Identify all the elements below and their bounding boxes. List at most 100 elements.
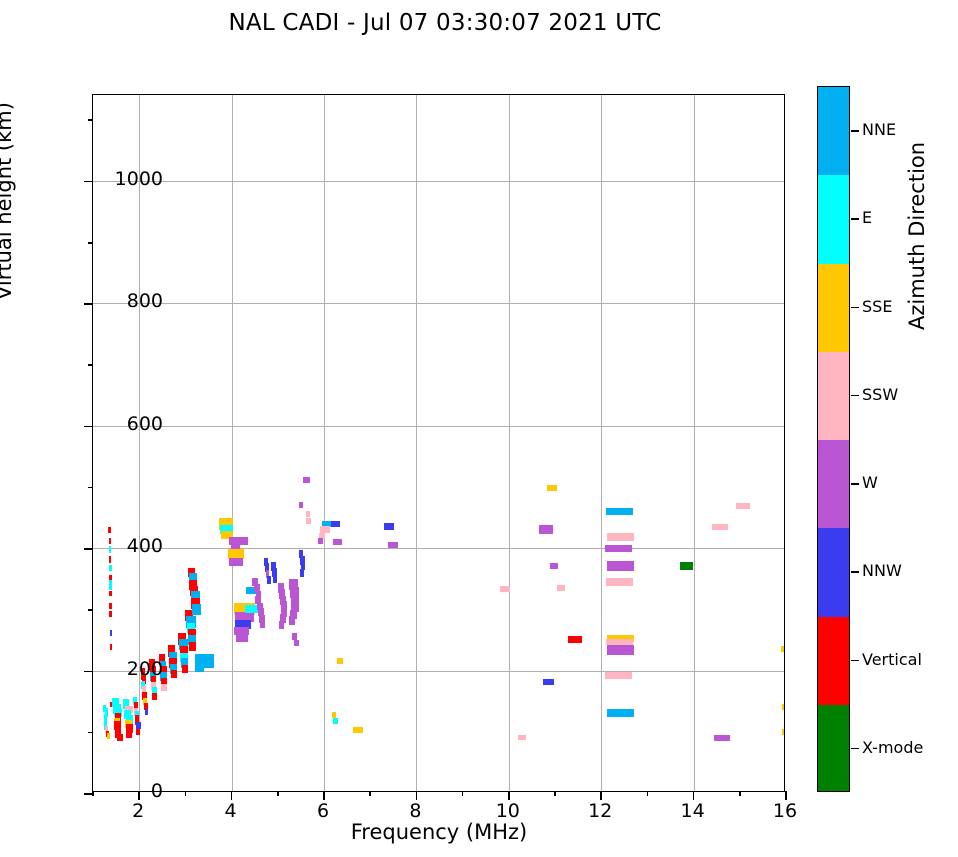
echo-marker [253,583,261,592]
x-tick-label: 2 [132,800,145,822]
echo-marker [126,729,133,738]
echo-marker [123,699,130,710]
echo-marker [142,692,147,701]
echo-marker [219,525,233,535]
echo-marker [126,714,134,725]
echo-marker [178,632,186,645]
echo-marker [140,667,146,680]
echo-marker [125,724,133,734]
colorbar-tick [851,130,859,132]
echo-marker [114,712,122,722]
x-tick-minor [369,791,371,796]
echo-marker [714,734,731,741]
x-tick [508,791,510,800]
colorbar-tick [851,659,859,662]
x-tick [415,791,418,800]
gridline-vertical [601,95,603,791]
colorbar-segment-nne [818,87,849,176]
echo-marker [109,629,113,636]
echo-marker [188,634,197,645]
x-tick-minor [739,791,741,796]
x-tick [600,791,602,800]
echo-marker [280,614,287,623]
echo-marker [109,579,113,590]
echo-marker [104,713,108,726]
echo-marker [229,557,244,566]
echo-marker [782,704,784,711]
y-tick-label: 200 [126,657,163,680]
colorbar-tick [851,483,859,485]
echo-marker [303,476,310,483]
colorbar-segment-ssw [818,351,849,440]
echo-marker [265,569,270,578]
echo-marker [278,589,286,599]
echo-marker [185,609,194,621]
echo-marker [330,520,341,527]
echo-marker [106,733,111,740]
echo-marker [606,533,634,542]
echo-marker [234,619,251,629]
echo-marker [150,676,157,686]
echo-marker [289,579,298,591]
x-tick-label: 14 [680,800,705,822]
echo-marker [291,633,298,641]
x-tick [230,791,233,800]
echo-marker [167,644,175,657]
echo-marker [179,639,188,651]
echo-marker [149,658,156,670]
echo-marker [187,568,196,578]
echo-marker [143,703,148,711]
echo-marker [109,590,112,596]
echo-marker [299,555,305,565]
echo-marker [679,562,693,571]
echo-marker [186,622,196,633]
echo-marker [152,692,157,700]
y-tick-minor [88,364,93,366]
echo-marker [336,658,344,665]
colorbar-tick [851,571,859,573]
gridline-horizontal [93,303,784,305]
x-tick-label: 10 [495,800,520,822]
y-tick [84,180,93,183]
colorbar-label-nnw: NNW [862,561,902,581]
y-tick-label: 400 [126,535,163,558]
colorbar-label-e: E [862,208,873,228]
y-tick [84,425,93,428]
echo-marker [112,697,119,707]
echo-marker [543,678,554,685]
colorbar-segment-vertical [818,616,849,705]
echo-marker [108,526,111,533]
colorbar-label-sse: SSE [862,296,893,316]
echo-marker [281,607,288,617]
y-tick-minor [88,241,93,244]
echo-marker [103,705,106,712]
colorbar-tick [851,306,859,309]
echo-marker [179,645,188,656]
gridline-vertical [693,95,695,791]
x-tick [692,791,695,800]
echo-marker [245,605,260,614]
echo-marker [263,557,268,566]
echo-marker [320,526,331,534]
x-tick-minor [646,791,649,796]
echo-marker [141,674,147,685]
echo-marker [186,615,196,628]
echo-marker [229,536,248,545]
echo-marker [227,549,245,560]
colorbar-segment-nnw [818,528,849,617]
echo-marker [234,627,250,636]
x-tick-minor [461,791,464,796]
echo-marker [168,651,177,663]
colorbar-segment-e [818,175,849,264]
echo-marker [712,523,728,530]
y-tick-minor [88,486,93,489]
echo-marker [273,574,278,583]
colorbar-label-nne: NNE [862,120,897,140]
echo-marker [141,680,146,689]
gridline-vertical [139,95,141,791]
echo-marker [114,725,122,735]
colorbar-tick [851,747,859,750]
echo-marker [191,597,201,609]
echo-marker [115,730,122,739]
